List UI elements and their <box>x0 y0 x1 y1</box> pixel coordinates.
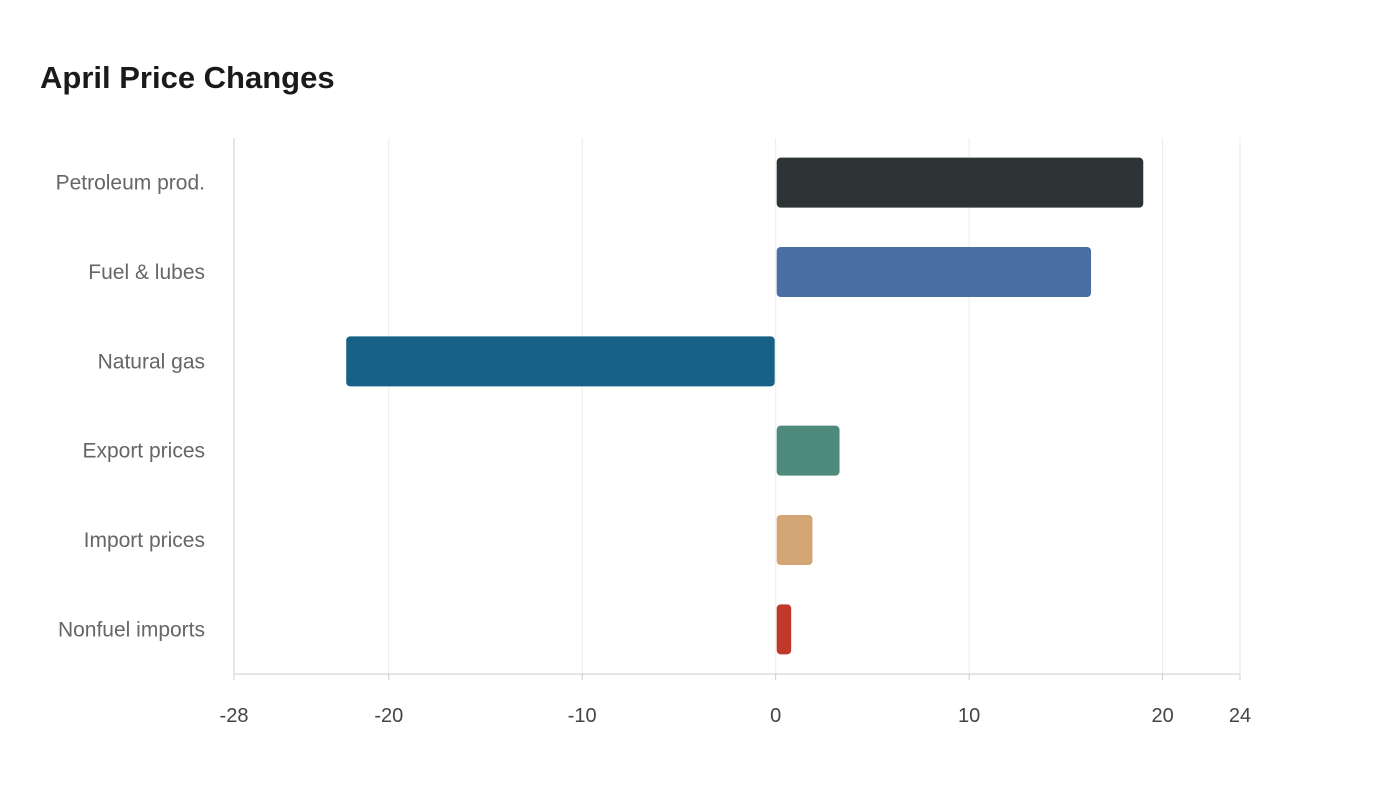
x-tick-label: 10 <box>958 705 980 727</box>
grid-lines <box>233 138 1241 674</box>
tick-labels: -28 -20 -10 0 10 20 24 <box>220 705 1252 727</box>
x-tick-label: 0 <box>770 705 781 727</box>
bar <box>776 514 813 566</box>
axes <box>233 138 1241 680</box>
category-label: Nonfuel imports <box>58 618 205 641</box>
x-tick-label: 20 <box>1151 705 1173 727</box>
category-label: Export prices <box>82 440 205 463</box>
bar <box>776 604 792 655</box>
category-label: Fuel & lubes <box>88 261 205 284</box>
bar <box>776 425 840 476</box>
category-label: Import prices <box>84 529 205 552</box>
x-tick-label: 24 <box>1229 705 1251 727</box>
x-tick-label: -28 <box>220 705 249 727</box>
bar <box>776 246 1092 298</box>
bars <box>346 157 1144 655</box>
x-tick-label: -10 <box>568 705 597 727</box>
category-label: Petroleum prod. <box>56 172 205 195</box>
chart-title: April Price Changes <box>40 60 335 95</box>
bar <box>776 157 1144 208</box>
category-label: Natural gas <box>98 350 205 373</box>
x-tick-label: -20 <box>374 705 403 727</box>
category-labels: Petroleum prod. Fuel & lubes Natural gas Ex… <box>56 172 205 642</box>
bar <box>346 336 775 387</box>
